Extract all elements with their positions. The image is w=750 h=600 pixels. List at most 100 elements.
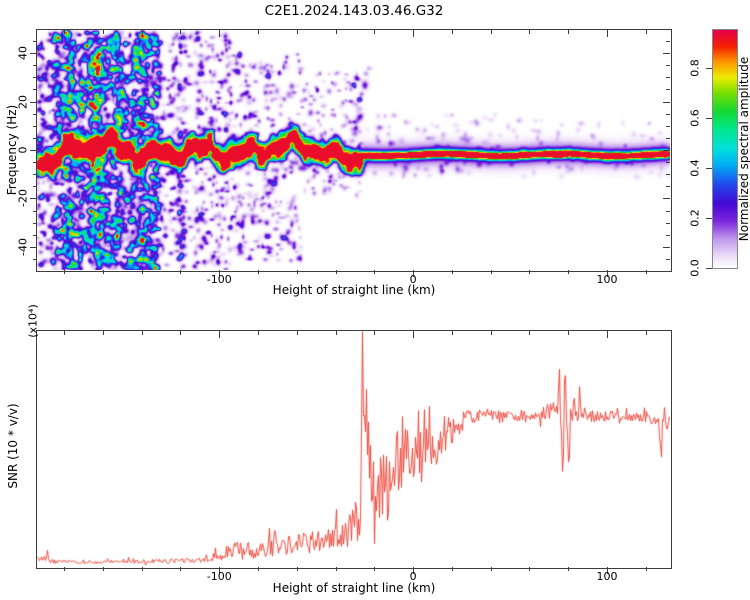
x-tick-top bbox=[64, 331, 65, 335]
x-tick bbox=[258, 270, 259, 274]
x-tick bbox=[142, 270, 143, 274]
snr-panel bbox=[36, 330, 672, 569]
x-tick-top bbox=[103, 331, 104, 335]
x-tick bbox=[219, 270, 220, 277]
x-tick bbox=[413, 567, 414, 574]
x-tick-label: -100 bbox=[206, 272, 232, 286]
x-tick bbox=[413, 270, 414, 277]
x-tick bbox=[607, 567, 608, 574]
y-tick-right bbox=[666, 65, 670, 66]
x-tick bbox=[491, 270, 492, 274]
x-tick-top bbox=[529, 331, 530, 335]
x-tick-label: 100 bbox=[596, 569, 618, 583]
x-tick-top bbox=[646, 30, 647, 34]
x-tick bbox=[646, 567, 647, 571]
x-tick-top bbox=[491, 331, 492, 335]
x-tick bbox=[180, 270, 181, 274]
y-tick-label: 0 bbox=[16, 146, 30, 154]
snr-canvas bbox=[37, 331, 670, 567]
x-tick bbox=[297, 270, 298, 274]
x-tick-top bbox=[219, 331, 220, 338]
x-tick-top bbox=[413, 331, 414, 338]
y-tick bbox=[30, 247, 37, 248]
x-tick bbox=[452, 270, 453, 274]
y-tick bbox=[33, 174, 37, 175]
x-tick bbox=[374, 270, 375, 274]
y-tick bbox=[33, 211, 37, 212]
x-tick-top bbox=[258, 30, 259, 34]
y-tick-label: -40 bbox=[16, 237, 30, 256]
bottom-y-scale-label: (x10⁴) bbox=[26, 304, 40, 338]
y-tick bbox=[33, 89, 37, 90]
bottom-y-axis-label: SNR (10 * v/v) bbox=[6, 403, 20, 489]
x-tick bbox=[336, 567, 337, 571]
x-tick-top bbox=[297, 331, 298, 335]
y-tick-right bbox=[666, 162, 670, 163]
y-tick-right bbox=[663, 53, 670, 54]
colorbar-tick-label: 0.4 bbox=[688, 159, 702, 177]
y-tick bbox=[30, 102, 37, 103]
y-tick bbox=[33, 259, 37, 260]
x-tick-top bbox=[142, 30, 143, 34]
x-tick-top bbox=[103, 30, 104, 34]
spectrogram-panel bbox=[36, 29, 672, 272]
x-tick bbox=[103, 567, 104, 571]
y-tick-right bbox=[666, 89, 670, 90]
bottom-x-axis-label: Height of straight line (km) bbox=[272, 581, 436, 595]
x-tick bbox=[607, 270, 608, 277]
x-tick-top bbox=[568, 30, 569, 34]
y-tick-right bbox=[666, 126, 670, 127]
x-tick bbox=[568, 567, 569, 571]
colorbar-tick-label: 0.6 bbox=[688, 108, 702, 127]
colorbar-tick bbox=[706, 218, 712, 219]
colorbar-tick bbox=[706, 168, 712, 169]
x-tick-top bbox=[180, 331, 181, 335]
x-tick-top bbox=[452, 331, 453, 335]
x-tick bbox=[219, 567, 220, 574]
y-tick bbox=[30, 53, 37, 54]
x-tick-top bbox=[529, 30, 530, 34]
x-tick-top bbox=[568, 331, 569, 335]
x-tick-top bbox=[336, 30, 337, 34]
y-tick-right bbox=[663, 247, 670, 248]
y-tick bbox=[33, 223, 37, 224]
spectrogram-canvas bbox=[37, 30, 670, 270]
y-tick-label: 40 bbox=[16, 46, 30, 61]
y-tick-label: 20 bbox=[16, 94, 30, 109]
y-tick-right bbox=[663, 198, 670, 199]
x-tick-top bbox=[258, 331, 259, 335]
colorbar-label: Normalized spectral amplitude bbox=[737, 56, 750, 242]
x-tick-top bbox=[646, 331, 647, 335]
x-tick-top bbox=[452, 30, 453, 34]
x-tick bbox=[452, 567, 453, 571]
colorbar bbox=[712, 29, 738, 269]
y-tick-right bbox=[666, 77, 670, 78]
colorbar-tick-label: 0.0 bbox=[688, 259, 702, 277]
y-tick bbox=[33, 41, 37, 42]
y-tick-right bbox=[666, 114, 670, 115]
y-tick-right bbox=[666, 235, 670, 236]
y-tick-right bbox=[663, 102, 670, 103]
x-tick bbox=[103, 270, 104, 274]
x-tick bbox=[568, 270, 569, 274]
x-tick bbox=[142, 567, 143, 571]
colorbar-tick bbox=[706, 268, 712, 269]
y-tick bbox=[33, 186, 37, 187]
top-x-axis-label: Height of straight line (km) bbox=[272, 283, 436, 297]
x-tick bbox=[646, 270, 647, 274]
y-tick-label: -20 bbox=[16, 189, 30, 208]
x-tick-top bbox=[607, 30, 608, 37]
x-tick-top bbox=[180, 30, 181, 34]
y-tick-right bbox=[666, 174, 670, 175]
y-tick bbox=[33, 235, 37, 236]
x-tick bbox=[491, 567, 492, 571]
y-tick bbox=[33, 77, 37, 78]
x-tick-top bbox=[413, 30, 414, 37]
y-tick bbox=[33, 138, 37, 139]
y-tick bbox=[33, 126, 37, 127]
x-tick bbox=[336, 270, 337, 274]
x-tick bbox=[529, 567, 530, 571]
colorbar-tick bbox=[706, 68, 712, 69]
x-tick bbox=[529, 270, 530, 274]
